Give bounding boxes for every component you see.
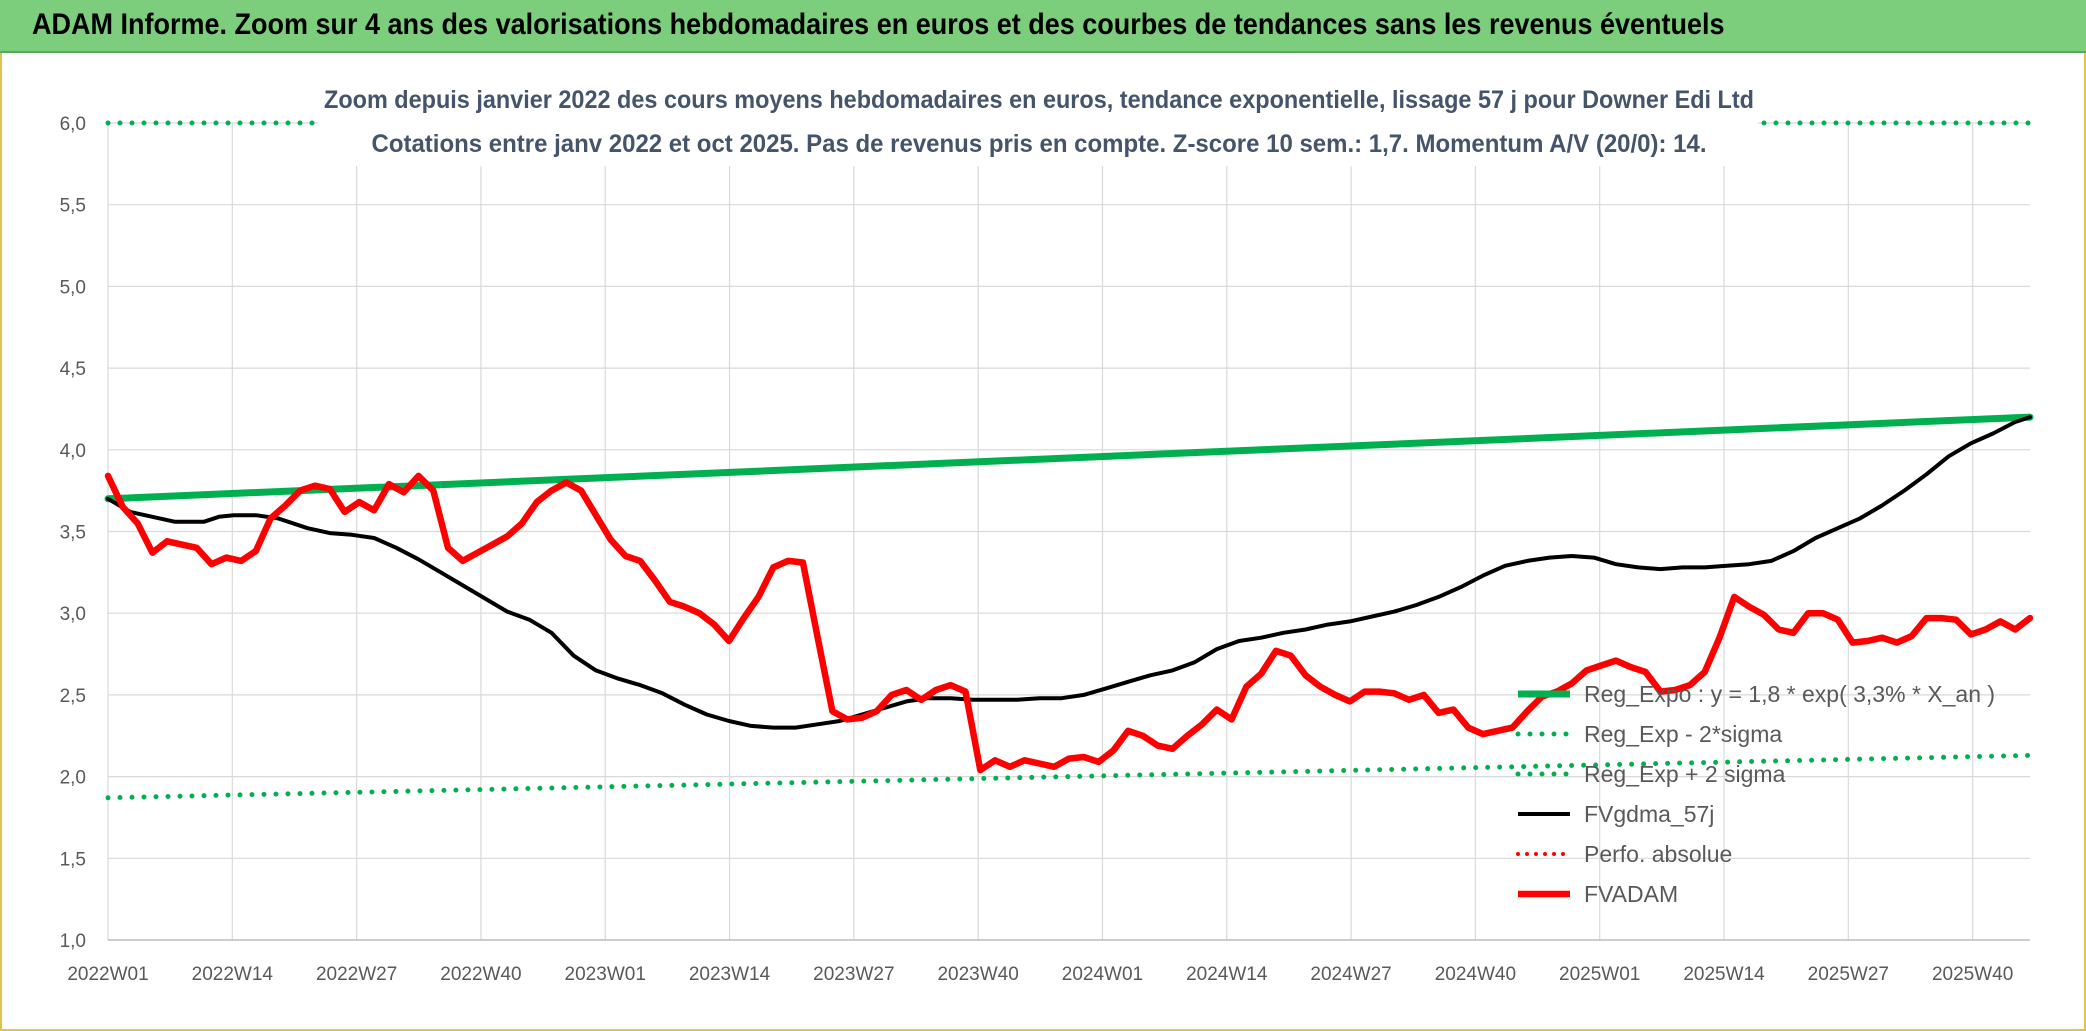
chart-subtitle: Cotations entre janv 2022 et oct 2025. P… [372,130,1707,158]
legend: Reg_Expo : y = 1,8 * exp( 3,3% * X_an ) R… [1515,681,1995,907]
x-tick-label: 2022W40 [440,964,521,985]
y-tick-label: 5,0 [60,277,86,298]
y-tick-label: 2,5 [60,686,86,707]
chart-frame [0,53,2086,1031]
x-tick-label: 2022W14 [192,964,274,985]
legend-reg-expo: Reg_Expo : y = 1,8 * exp( 3,3% * X_an ) [1518,681,1995,707]
legend-label: Reg_Exp + 2 sigma [1584,761,1786,787]
y-tick-label: 2,0 [60,768,86,789]
x-tick-label: 2025W27 [1808,964,1889,985]
x-tick-label: 2022W01 [67,964,148,985]
legend-reg-exp-minus: Reg_Exp - 2*sigma [1515,721,1782,747]
x-tick-label: 2024W27 [1310,964,1391,985]
report-title: ADAM Informe. Zoom sur 4 ans des valoris… [32,8,1725,41]
legend-perfo-absolue: Perfo. absolue [1516,841,1732,867]
report-header: ADAM Informe. Zoom sur 4 ans des valoris… [0,0,2086,53]
x-tick-label: 2023W27 [813,964,894,985]
x-tick-label: 2023W40 [937,964,1018,985]
x-tick-label: 2024W14 [1186,964,1268,985]
fvgdma-57j-line [106,415,2032,730]
y-tick-label: 3,5 [60,523,86,544]
reg-exp-minus-2sigma-line [105,752,2033,801]
y-tick-label: 1,0 [60,931,86,952]
x-tick-label: 2024W01 [1062,964,1143,985]
y-tick-label: 5,5 [60,196,86,217]
legend-fvadam: FVADAM [1518,881,1678,907]
legend-fvgdma: FVgdma_57j [1518,801,1714,827]
fvadam-price-line [104,472,2034,774]
x-tick-label: 2025W14 [1683,964,1765,985]
legend-label: Reg_Expo : y = 1,8 * exp( 3,3% * X_an ) [1584,681,1995,707]
subtitle-background [318,80,1758,166]
x-tick-label: 2025W01 [1559,964,1640,985]
legend-label: Perfo. absolue [1584,841,1732,867]
legend-label: FVgdma_57j [1584,801,1714,827]
y-tick-label: 4,0 [60,441,86,462]
grid-layer [107,122,2030,941]
y-tick-label: 3,0 [60,604,86,625]
x-tick-label: 2024W40 [1435,964,1516,985]
x-tick-label: 2023W01 [565,964,646,985]
x-tick-label: 2025W40 [1932,964,2013,985]
y-tick-label: 6,0 [60,114,86,135]
x-tick-label: 2023W14 [689,964,771,985]
legend-label: FVADAM [1584,881,1678,907]
y-tick-label: 4,5 [60,359,86,380]
chart-title: Zoom depuis janvier 2022 des cours moyen… [324,86,1754,114]
legend-label: Reg_Exp - 2*sigma [1584,721,1782,747]
legend-reg-exp-plus: Reg_Exp + 2 sigma [1515,761,1786,787]
axis-layer: 1,0 1,5 2,0 2,5 3,0 3,5 4,0 4,5 5,0 5,5 6,0 2022W01… [60,114,2030,985]
y-tick-label: 1,5 [60,849,86,870]
x-tick-label: 2022W27 [316,964,397,985]
